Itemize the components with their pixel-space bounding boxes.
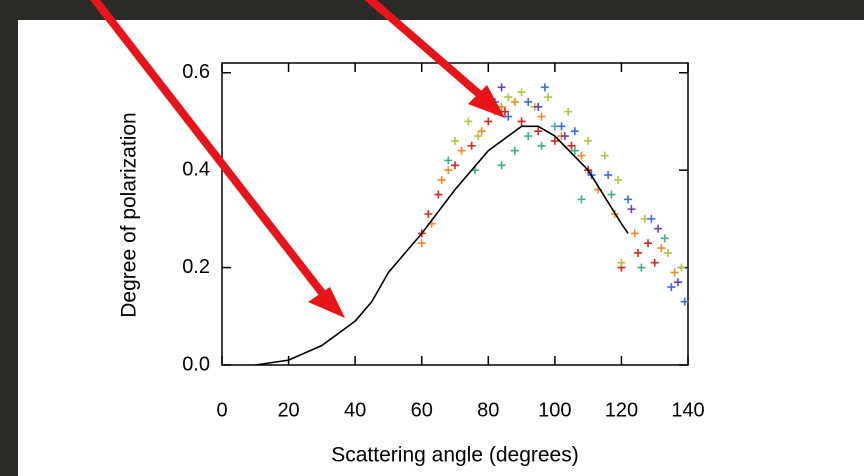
point [607,190,616,199]
point [497,161,506,170]
point [680,297,689,306]
y-tick-label: 0.6 [182,61,210,83]
point [637,263,646,272]
y-tick-label: 0.0 [182,353,210,375]
point [667,283,676,292]
point [567,141,576,150]
point [664,248,673,257]
point [417,239,426,248]
point [540,83,549,92]
point [570,127,579,136]
point [660,234,669,243]
point [600,151,609,160]
point [577,195,586,204]
x-tick-label: 80 [477,399,499,421]
point [534,127,543,136]
point [510,146,519,155]
arrow-shaft [364,0,489,104]
point [524,132,533,141]
arrows [90,0,505,318]
y-axis-title: Degree of polarization [118,112,141,317]
point [537,141,546,150]
x-tick-label: 0 [216,399,227,421]
point [564,107,573,116]
point [500,107,509,116]
x-tick-label: 20 [277,399,299,421]
point [444,166,453,175]
point [644,239,653,248]
x-tick-label: 40 [344,399,366,421]
point [570,146,579,155]
point [497,83,506,92]
point [451,136,459,145]
point [614,175,623,184]
point [517,117,526,126]
point [424,210,433,218]
point [451,161,459,170]
arrow-head [468,85,505,118]
plot: 0 20 40 60 80 100 120 140 0.0 0.2 0.4 0.6 [182,61,705,421]
point [550,136,559,145]
point [544,93,553,102]
arrow-shaft [90,0,330,301]
point [464,117,473,126]
panel [18,20,864,476]
point [484,117,493,126]
point [504,93,513,102]
point [537,112,546,121]
point [434,190,443,199]
point [657,244,666,253]
point [457,146,466,155]
point [477,127,486,136]
x-tick-label: 60 [411,399,433,421]
point [627,205,636,214]
point [677,263,686,272]
plot-frame [221,62,689,366]
point [560,132,569,141]
point [634,248,643,257]
y-tick-label: 0.2 [182,256,210,278]
point [577,151,586,160]
point [557,122,566,131]
point [504,112,513,121]
point [534,102,543,111]
point [624,195,633,204]
x-axis-title: Scattering angle (degrees) [331,444,578,467]
point [670,268,679,277]
point [467,141,476,150]
point [437,175,446,184]
point [510,97,519,106]
point [617,258,626,267]
point [647,214,656,223]
arrow-head [308,287,345,318]
x-tick-label: 120 [605,399,638,421]
point [524,97,533,106]
point [650,258,659,267]
point [517,88,526,97]
point [474,132,483,141]
x-tick-label: 100 [538,399,571,421]
point [674,278,683,287]
point [497,102,506,111]
point [604,171,613,180]
y-tick-label: 0.4 [182,158,210,180]
point [654,224,663,233]
x-tick-label: 140 [671,399,704,421]
model-curve [255,125,629,366]
point [444,156,453,165]
point [630,229,639,238]
point [584,136,593,145]
